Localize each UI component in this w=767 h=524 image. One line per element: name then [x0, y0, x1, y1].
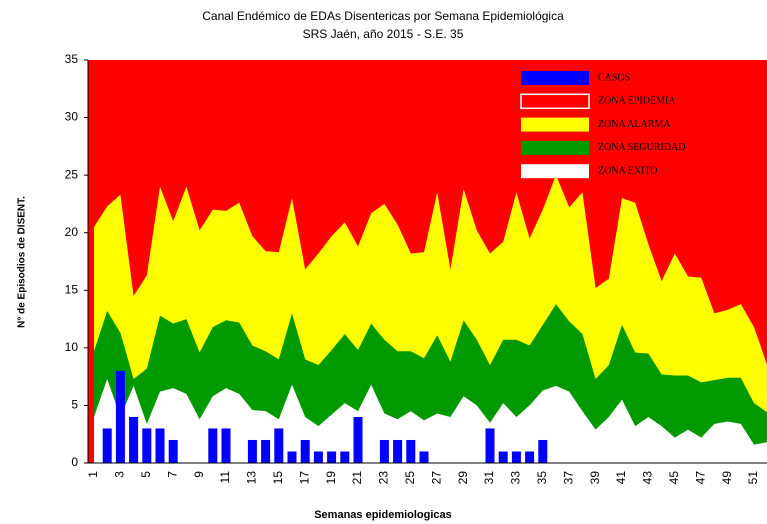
bar	[142, 428, 152, 463]
y-tick-label: 10	[65, 340, 79, 354]
x-tick-label: 29	[456, 471, 470, 485]
bar	[406, 439, 416, 463]
x-tick-label: 35	[535, 471, 549, 485]
y-tick-label: 5	[71, 398, 78, 412]
legend-swatch	[521, 117, 589, 132]
x-tick-label: 43	[641, 471, 655, 485]
legend-label: CASOS	[598, 72, 630, 83]
bar	[261, 439, 271, 463]
bar	[287, 451, 297, 463]
x-tick-label: 41	[614, 471, 628, 485]
bar	[129, 416, 139, 463]
legend-swatch	[521, 164, 589, 179]
x-tick-label: 19	[324, 471, 338, 485]
x-tick-label: 49	[720, 471, 734, 485]
legend-label: ZONA ALARMA	[598, 119, 671, 130]
x-tick-label: 45	[667, 471, 681, 485]
legend-swatch	[520, 93, 590, 110]
x-tick-label: 25	[403, 471, 417, 485]
legend-label: ZONA EPIDEMIA	[598, 96, 676, 107]
x-tick-label: 33	[509, 471, 523, 485]
legend-swatch	[521, 140, 589, 155]
x-tick-label: 9	[192, 471, 206, 478]
x-tick-label: 13	[245, 471, 259, 485]
x-tick-label: 15	[271, 471, 285, 485]
bar	[498, 451, 508, 463]
bar	[393, 439, 403, 463]
x-tick-label: 11	[218, 471, 232, 484]
x-axis-label: Semanas epidemiologicas	[314, 509, 452, 521]
x-tick-label: 21	[350, 471, 364, 485]
x-tick-label: 51	[746, 471, 760, 485]
bar	[353, 416, 363, 463]
bar	[379, 439, 389, 463]
bar	[247, 439, 257, 463]
x-tick-label: 17	[297, 471, 311, 485]
bar	[485, 428, 495, 463]
bar	[313, 451, 323, 463]
x-tick-label: 37	[561, 471, 575, 485]
y-tick-label: 30	[65, 110, 79, 124]
x-tick-label: 47	[693, 471, 707, 485]
y-tick-label: 20	[65, 225, 79, 239]
bar	[102, 428, 112, 463]
bar	[327, 451, 337, 463]
x-tick-label: 39	[588, 471, 602, 485]
legend-swatch	[521, 71, 589, 85]
x-tick-label: 3	[113, 471, 127, 478]
x-tick-label: 31	[482, 471, 496, 485]
bar	[538, 439, 548, 463]
legend-label: ZONA SEGURIDAD	[598, 142, 686, 153]
bar	[208, 428, 218, 463]
bar	[300, 439, 310, 463]
bar	[168, 439, 178, 463]
bar	[221, 428, 231, 463]
legend-label: ZONA EXITO	[598, 165, 658, 176]
x-tick-label: 23	[377, 471, 391, 485]
x-tick-label: 1	[86, 471, 100, 478]
y-tick-label: 25	[65, 167, 79, 181]
x-tick-label: 7	[165, 471, 179, 478]
bar	[419, 451, 429, 463]
y-axis-label: N° de Episodios de DISENT.	[17, 196, 28, 328]
chart-subtitle: SRS Jaén, año 2015 - S.E. 35	[303, 27, 464, 41]
y-tick-label: 35	[65, 52, 79, 66]
bar	[155, 428, 165, 463]
x-tick-label: 27	[429, 471, 443, 485]
chart-title: Canal Endémico de EDAs Disentericas por …	[202, 9, 564, 23]
bar	[511, 451, 521, 463]
plot-area	[88, 60, 767, 463]
bar	[340, 451, 350, 463]
bar	[115, 370, 125, 463]
x-tick-label: 5	[139, 471, 153, 478]
bar	[274, 428, 284, 463]
y-tick-label: 0	[71, 455, 78, 469]
bar	[525, 451, 535, 463]
y-tick-label: 15	[65, 282, 79, 296]
